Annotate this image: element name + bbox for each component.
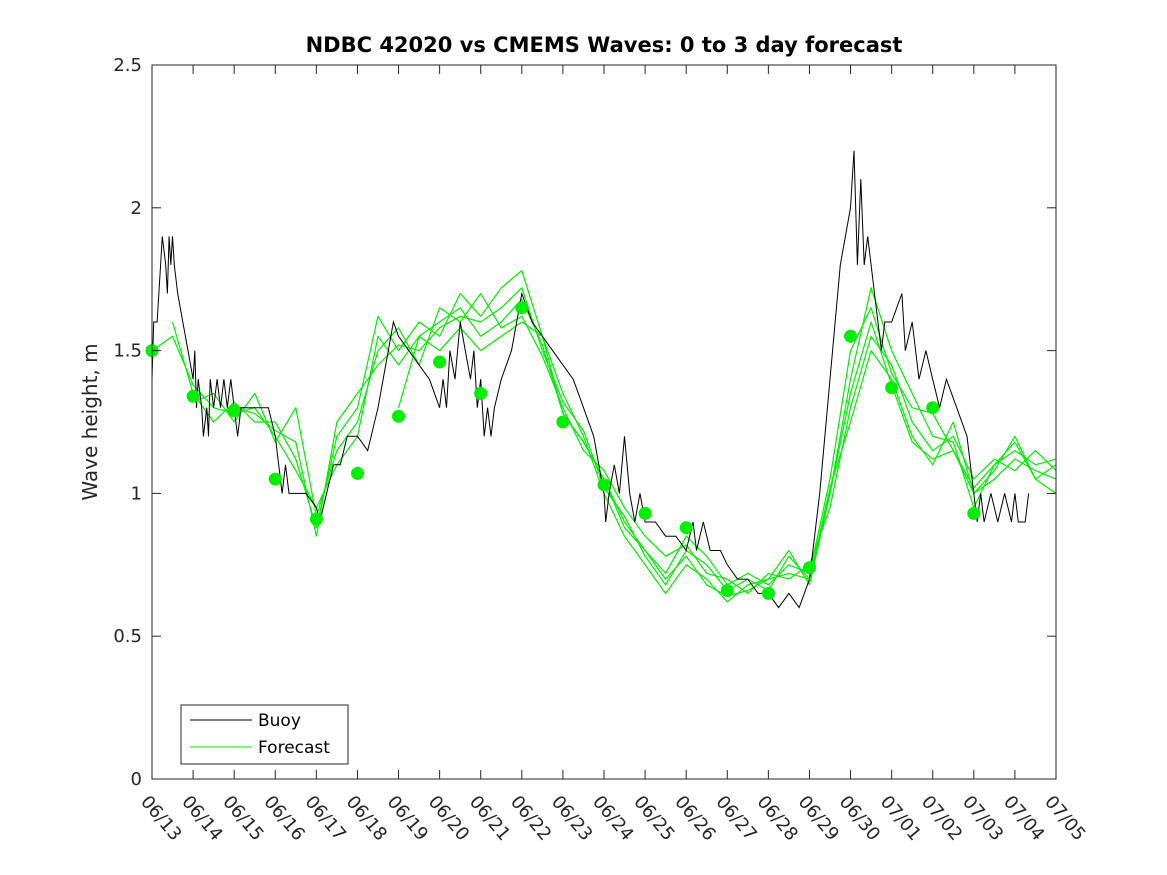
- x-tick-label: 07/02: [917, 792, 966, 845]
- forecast-marker: [392, 409, 405, 423]
- forecast-marker: [515, 301, 529, 315]
- forecast-marker: [761, 586, 775, 600]
- x-tick-label: 06/21: [465, 792, 514, 845]
- y-tick-label: 2: [131, 198, 142, 219]
- forecast-marker: [926, 401, 940, 415]
- forecast-marker: [227, 404, 241, 418]
- legend: Buoy Forecast: [180, 704, 349, 765]
- x-tick-label: 06/23: [547, 792, 596, 845]
- x-tick-label: 06/25: [629, 792, 678, 845]
- x-tick-label: 06/26: [670, 792, 719, 845]
- x-tick-label: 06/15: [218, 792, 267, 845]
- legend-label-buoy: Buoy: [258, 711, 301, 731]
- forecast-marker: [967, 506, 981, 520]
- x-tick-label: 06/28: [753, 792, 802, 845]
- forecast-marker: [309, 512, 323, 526]
- y-tick-label: 0: [131, 769, 142, 790]
- forecast-marker: [474, 386, 488, 400]
- forecast-marker: [720, 584, 734, 597]
- forecast-line-4: [234, 287, 1057, 592]
- x-tick-label: 06/24: [588, 792, 637, 845]
- legend-box: [180, 704, 349, 765]
- forecast-line-2: [171, 270, 1057, 603]
- y-tick-label: 1: [131, 483, 142, 504]
- x-tick-label: 07/01: [876, 792, 925, 845]
- forecast-marker: [844, 329, 857, 343]
- x-tick-label: 06/16: [259, 792, 308, 845]
- x-tick-label: 06/18: [342, 792, 391, 845]
- forecast-marker: [268, 472, 282, 486]
- x-tick-label: 06/13: [136, 792, 185, 845]
- forecast-marker: [885, 381, 899, 395]
- forecast-line-3: [192, 292, 1057, 594]
- buoy-line: [151, 150, 1030, 609]
- x-tick-label: 06/27: [711, 792, 760, 845]
- forecast-marker: [186, 389, 200, 403]
- x-tick-label: 06/29: [794, 792, 843, 845]
- forecast-marker: [679, 521, 693, 535]
- x-tick-label: 06/17: [301, 792, 350, 845]
- forecast-marker: [351, 466, 364, 480]
- x-tick-label: 06/14: [177, 792, 226, 845]
- x-tick-label: 06/22: [506, 792, 555, 845]
- x-tick-label: 07/05: [1040, 792, 1089, 845]
- y-tick-label: 1.5: [113, 341, 142, 362]
- y-tick-label: 2.5: [113, 55, 142, 76]
- forecast-marker: [638, 506, 652, 520]
- y-tick-label: 0.5: [113, 626, 142, 647]
- x-tick-label: 06/30: [835, 792, 884, 845]
- chart-title: NDBC 42020 vs CMEMS Waves: 0 to 3 day fo…: [306, 33, 903, 57]
- x-tick-label: 07/03: [958, 792, 1007, 845]
- forecast-marker: [597, 478, 611, 492]
- x-tick-label: 06/19: [383, 792, 432, 845]
- forecast-marker: [556, 415, 570, 429]
- forecast-marker: [803, 561, 816, 575]
- y-axis-label: Wave height, m: [78, 343, 102, 500]
- series-layer: [145, 150, 1057, 609]
- x-tick-label: 07/04: [999, 792, 1048, 845]
- forecast-marker: [433, 355, 447, 369]
- x-tick-label: 06/20: [424, 792, 473, 845]
- legend-label-forecast: Forecast: [258, 738, 330, 758]
